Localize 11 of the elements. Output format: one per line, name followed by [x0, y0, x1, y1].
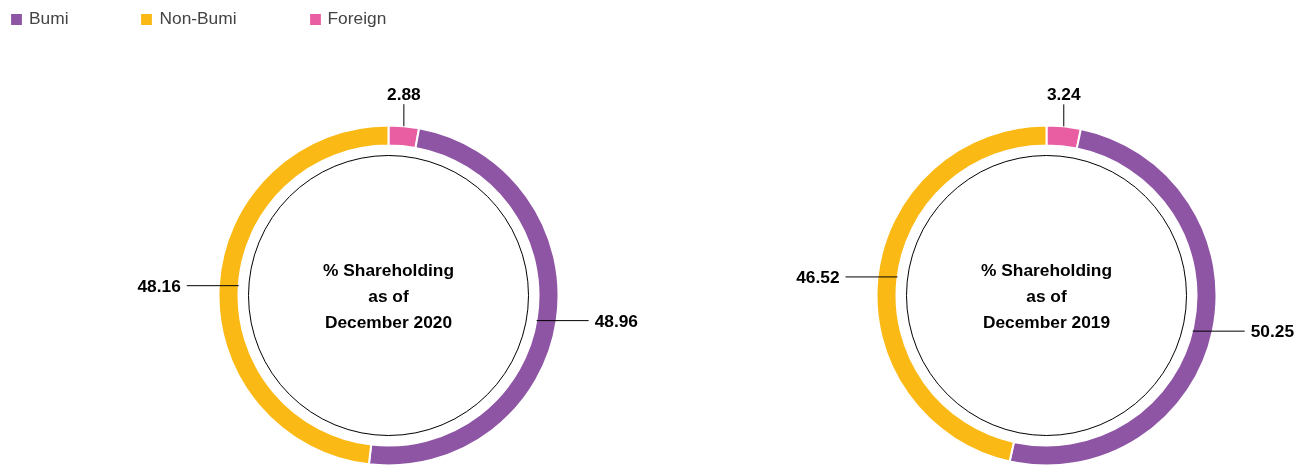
legend-label: Foreign: [327, 8, 387, 29]
data-label: 46.52: [796, 266, 840, 287]
text: % Shareholding as of December 2020: [323, 259, 454, 332]
data-label: 50.25: [1250, 321, 1295, 342]
data-label: 48.16: [137, 275, 182, 296]
data-label: 48.96: [594, 310, 639, 331]
data-label: 3.24: [1046, 84, 1081, 105]
legend-label: Non-Bumi: [159, 8, 237, 29]
legend-label: Bumi: [29, 8, 69, 29]
text: % Shareholding as of December 2019: [981, 259, 1112, 332]
data-label: 2.88: [387, 84, 422, 105]
